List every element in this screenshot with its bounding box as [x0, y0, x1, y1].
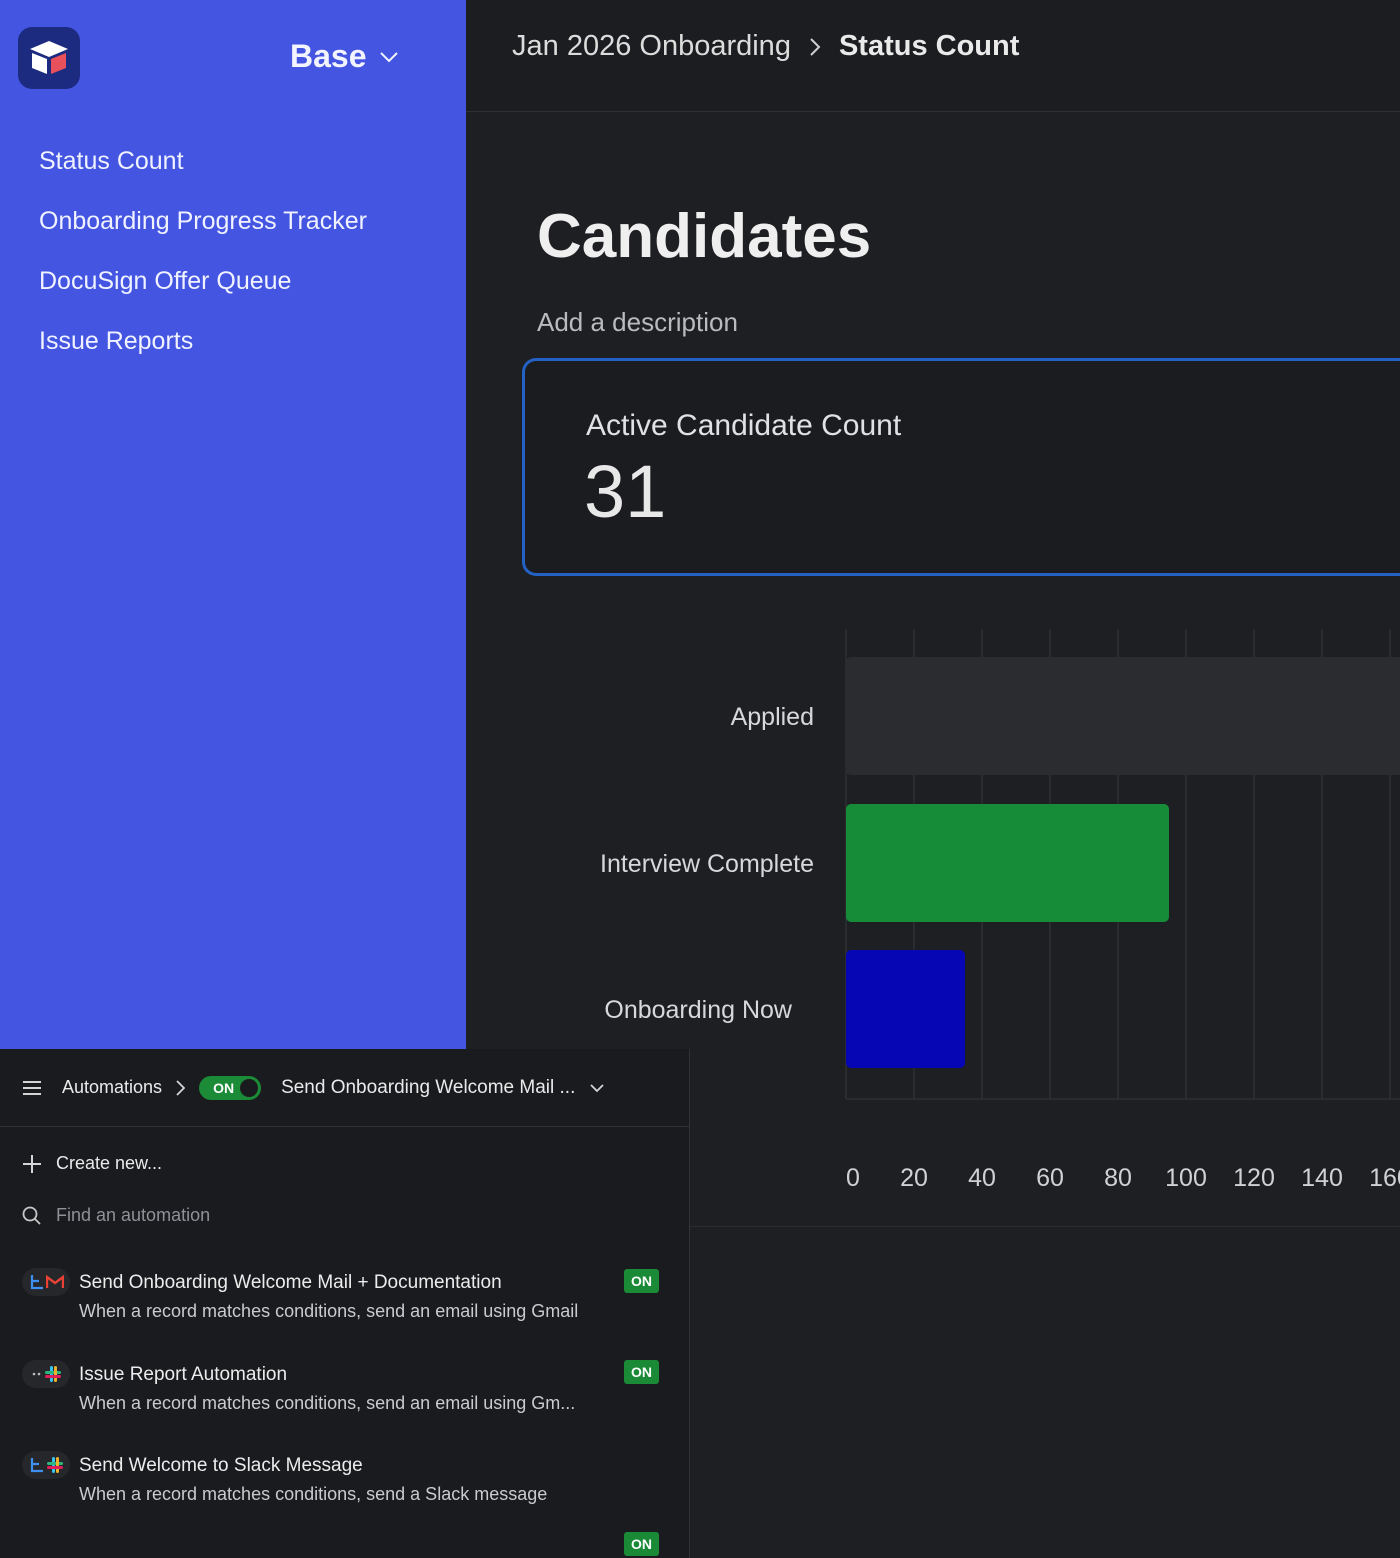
automation-description: When a record matches conditions, send a… [79, 1484, 548, 1504]
sidebar-item-issue-reports[interactable]: Issue Reports [39, 327, 194, 355]
header: Jan 2026 Onboarding Status Count [466, 0, 1400, 112]
category-label: Onboarding Now [604, 996, 793, 1024]
slack-icon [44, 1366, 61, 1382]
trigger-icon [30, 1275, 43, 1290]
category-label: Applied [731, 703, 814, 731]
automation-name: Send Welcome to Slack Message [79, 1455, 363, 1476]
toggle-knob [240, 1078, 259, 1097]
bar [846, 804, 1169, 922]
plus-icon [23, 1154, 41, 1173]
trigger-icon [30, 1458, 43, 1473]
automation-name: Issue Report Automation [79, 1364, 288, 1385]
slack-icon [46, 1457, 63, 1473]
automation-icons [22, 1451, 70, 1479]
x-tick-label: 80 [1104, 1164, 1132, 1192]
base-label: Base [290, 38, 367, 74]
selected-automation-name[interactable]: Send Onboarding Welcome Mail ... [281, 1076, 576, 1098]
automation-toggle[interactable]: ON [199, 1075, 262, 1100]
status-badge: ON [624, 1269, 659, 1293]
chevron-right-icon [810, 37, 821, 56]
kpi-label: Active Candidate Count [586, 409, 902, 442]
gmail-icon [45, 1275, 64, 1288]
automations-link[interactable]: Automations [62, 1077, 163, 1097]
search-input[interactable] [56, 1205, 436, 1226]
x-tick-label: 60 [1036, 1164, 1064, 1192]
create-new-label: Create new... [56, 1153, 163, 1173]
breadcrumb-parent[interactable]: Jan 2026 Onboarding [512, 30, 791, 62]
automation-item[interactable]: Issue Report Automation When a record ma… [0, 1354, 690, 1434]
category-label: Interview Complete [600, 850, 814, 878]
x-tick-label: 120 [1233, 1164, 1275, 1192]
more-dots-icon [32, 1372, 40, 1376]
chevron-right-icon [176, 1079, 186, 1096]
sidebar-item-docusign-offer-queue[interactable]: DocuSign Offer Queue [39, 267, 292, 295]
automation-icons [22, 1268, 70, 1296]
automations-header: Automations ON Send Onboarding Welcome M… [0, 1049, 690, 1127]
x-tick-label: 140 [1301, 1164, 1343, 1192]
bar [846, 950, 965, 1068]
automation-search [22, 1205, 436, 1226]
automation-item[interactable]: Send Onboarding Welcome Mail + Documenta… [0, 1262, 690, 1342]
bar-chart: Applied Interview Complete Onboarding Now 0… [522, 619, 1400, 1227]
base-switcher[interactable]: Base [290, 38, 399, 75]
chart-svg: Applied Interview Complete Onboarding Now 0… [600, 629, 1400, 1192]
automation-name: Send Onboarding Welcome Mail + Documenta… [79, 1272, 502, 1293]
automation-description: When a record matches conditions, send a… [79, 1393, 576, 1413]
x-tick-label: 0 [846, 1164, 860, 1192]
automation-description: When a record matches conditions, send a… [79, 1301, 579, 1321]
status-badge: ON [624, 1532, 659, 1556]
automation-item[interactable]: Send Welcome to Slack Message When a rec… [0, 1445, 690, 1556]
app-logo-icon[interactable] [18, 27, 80, 89]
divider [224, 1226, 1400, 1227]
sidebar-nav: Status Count Onboarding Progress Tracker… [39, 140, 367, 380]
chevron-down-icon [379, 51, 398, 62]
bar [846, 657, 1400, 775]
kpi-value: 31 [584, 450, 667, 533]
create-new-button[interactable]: Create new... [22, 1153, 162, 1174]
sidebar: Base Status Count Onboarding Progress Tr… [0, 0, 466, 1049]
toggle-label: ON [213, 1079, 235, 1096]
breadcrumb-current: Status Count [838, 30, 1020, 62]
x-tick-label: 40 [968, 1164, 996, 1192]
breadcrumb: Jan 2026 Onboarding Status Count [512, 30, 1019, 63]
search-icon [22, 1206, 41, 1225]
sidebar-item-onboarding-progress-tracker[interactable]: Onboarding Progress Tracker [39, 207, 367, 235]
chevron-down-icon[interactable] [589, 1083, 605, 1093]
sidebar-item-status-count[interactable]: Status Count [39, 147, 184, 175]
hamburger-menu-icon[interactable] [22, 1080, 42, 1096]
automations-panel: Automations ON Send Onboarding Welcome M… [0, 1049, 690, 1558]
page-title: Candidates [537, 202, 872, 271]
description-field[interactable]: Add a description [537, 307, 738, 337]
x-tick-label: 20 [900, 1164, 928, 1192]
x-tick-label: 160 [1369, 1164, 1400, 1192]
kpi-card[interactable]: Active Candidate Count 31 [522, 358, 1400, 576]
x-tick-label: 100 [1165, 1164, 1207, 1192]
status-badge: ON [624, 1360, 659, 1384]
automation-icons [22, 1360, 70, 1388]
